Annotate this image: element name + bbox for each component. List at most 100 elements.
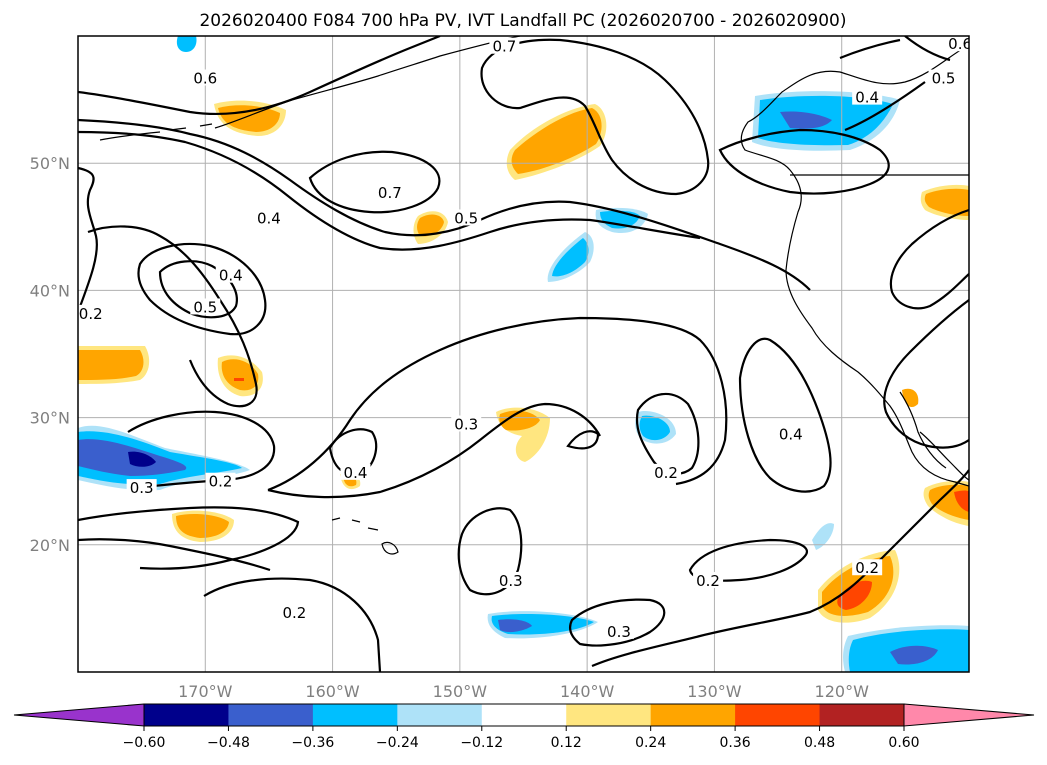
colorbar-bin [819,704,905,726]
y-tick-label: 20°N [30,536,70,555]
alaska-coast [214,36,521,129]
contour-label-bg [205,472,236,489]
contour-label: 0.6 [193,70,217,88]
colorbar-bin [735,704,821,726]
pv-contour-layer [78,36,969,672]
x-tick-label: 120°W [815,682,870,701]
shade-pos-mid [221,359,259,391]
contour-label: 0.2 [696,572,720,590]
pv-contour [78,506,300,570]
shade-pos-mid [78,350,144,380]
shade-pos-dark [234,378,244,381]
contour-label-bg [852,88,883,105]
colorbar: −0.60 −0.48 −0.36 −0.24 −0.12 0.12 0.24 0.36 0.4… [13,703,1035,751]
contour-label: 0.5 [932,70,956,88]
colorbar-tick-label: −0.48 [207,735,250,751]
colorbar-tick-label: −0.60 [123,735,166,751]
shade-pos-mid [499,410,540,431]
pv-contour [78,118,811,291]
pv-contour [78,166,98,313]
shade-neg-dark [890,645,938,665]
contour-label: 0.3 [130,479,154,497]
contour-label: 0.7 [378,184,402,202]
pv-contour [78,538,271,572]
y-tick-label: 30°N [30,409,70,428]
x-tick-label: 170°W [178,682,233,701]
shade-neg-dark [498,619,532,633]
contour-label-bg [215,266,246,283]
x-axis-tick-labels: 170°W 160°W 150°W 140°W 130°W 120°W [178,682,869,701]
pv-contour [889,208,969,310]
pv-contour [158,260,238,319]
baja-coast [899,391,947,469]
colorbar-tick-label: −0.12 [460,735,503,751]
contour-label-bg [693,571,724,588]
pv-contour [635,392,700,475]
north-america-coastline [740,44,969,487]
contour-label-bg [928,69,959,86]
colorbar-tick-label: 0.24 [635,735,666,751]
y-axis-tick-labels: 20°N 30°N 40°N 50°N [30,154,70,555]
hawaiian-islands [331,517,399,555]
pc-shading-layer [78,36,969,672]
colorbar-tick-label: −0.36 [291,735,334,751]
contour-label: 0.3 [454,416,478,434]
contour-label: 0.5 [454,209,478,227]
contour-label-bg [190,298,221,315]
contour-label: 0.4 [219,267,243,285]
colorbar-extend-low [13,703,145,727]
colorbar-tick-label: 0.48 [804,735,835,751]
x-tick-label: 130°W [687,682,742,701]
contour-label-bg [340,463,371,480]
contour-label: 0.4 [779,426,803,444]
colorbar-bin [650,704,736,726]
y-tick-label: 50°N [30,154,70,173]
contour-label: 0.3 [499,572,523,590]
contour-label-bg [852,559,883,576]
contour-labels: 0.60.70.50.60.40.70.4 0.50.40.50.20.30.40… [78,35,972,641]
contour-label: 0.2 [282,604,306,622]
colorbar-bin [397,704,483,726]
pv-contour [308,150,441,214]
shade-neg-dark [780,111,832,129]
contour-label: 0.4 [257,209,281,227]
contour-label-bg [495,571,526,588]
pv-contour [844,81,926,132]
colorbar-bin [144,704,229,726]
pv-contour [78,130,701,251]
colorbar-bin [228,704,314,726]
colorbar-tick-label: 0.36 [720,735,751,751]
contour-label-bg [489,37,520,54]
colorbar-extend-high [903,703,1035,727]
pv-contour [203,577,382,672]
contour-label-bg [451,209,482,226]
contour-label-bg [190,69,221,86]
shade-pos-dark [954,490,969,512]
colorbar-bin [566,704,652,726]
contour-label-bg [775,425,806,442]
pv-contour [718,128,890,195]
contour-label: 0.4 [855,89,879,107]
colorbar-bin [481,704,567,726]
x-tick-label: 150°W [433,682,488,701]
shade-pos-mid [176,514,229,538]
contour-label: 0.6 [948,35,972,53]
shade-pos-mid [511,108,602,174]
contour-label-bg [374,184,405,200]
contour-label-bg [279,603,310,620]
contour-label: 0.4 [344,464,368,482]
colorbar-bin [312,704,398,726]
shade-neg-light [812,523,834,550]
map-frame [77,35,970,673]
pv-contour [267,316,728,492]
shade-neg-mid [552,238,589,277]
pv-contour [839,36,951,62]
pv-contour [87,225,258,408]
y-tick-label: 40°N [30,281,70,300]
pv-contour [738,337,832,493]
pv-contour [591,469,969,668]
contour-label-bg [603,622,634,639]
shade-neg-mid [176,36,197,52]
pv-contour [78,36,441,116]
pv-contour [267,402,601,499]
